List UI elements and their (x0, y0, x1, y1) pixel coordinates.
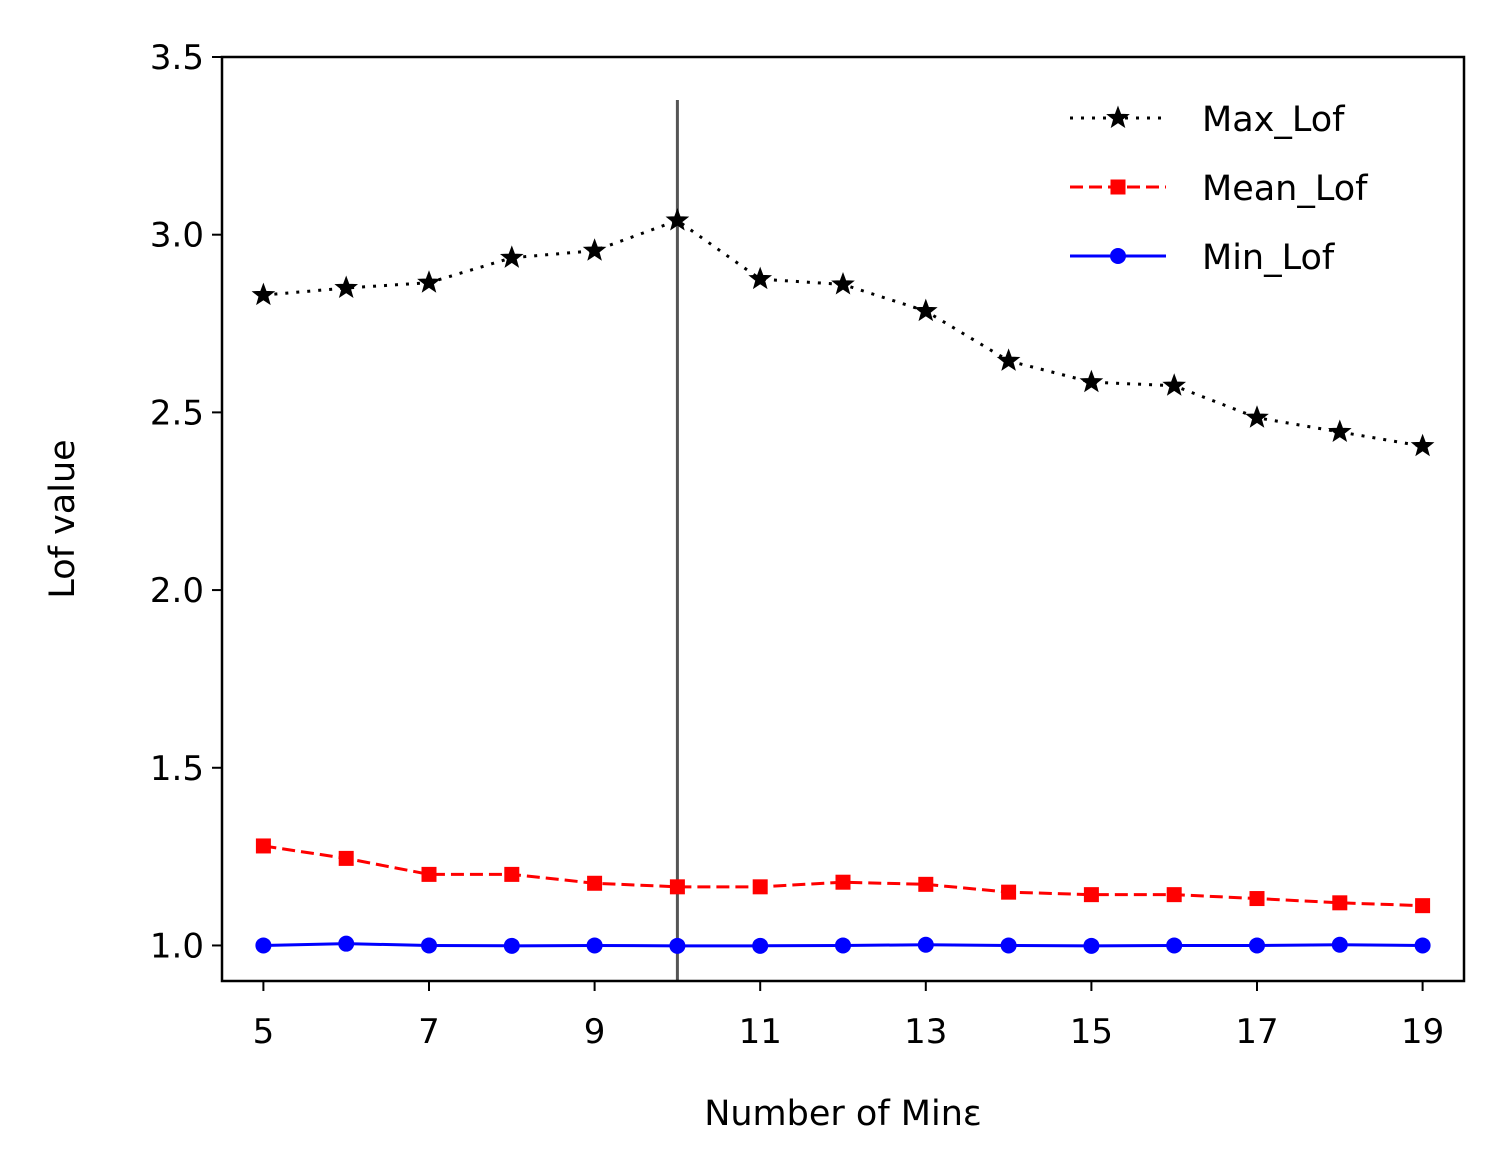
plot-background (222, 57, 1464, 981)
data-point-circle (421, 937, 437, 954)
data-point-circle (338, 935, 355, 952)
data-point-square (752, 879, 768, 895)
y-axis-ticks: 1.0 1.5 2.0 2.5 3.0 3.5 (150, 38, 222, 966)
data-point-square (1083, 887, 1099, 903)
plot-frame (220, 55, 1466, 983)
x-tick-label: 15 (1070, 1012, 1113, 1052)
data-point-square (835, 874, 851, 890)
legend-marker-star (1106, 105, 1130, 129)
data-point-star (748, 266, 773, 290)
x-tick-label: 19 (1401, 1012, 1444, 1052)
data-point-square (504, 866, 520, 882)
series-max-lof (251, 208, 1435, 457)
data-point-circle (1331, 936, 1348, 953)
data-point-star (1245, 405, 1269, 428)
data-point-star (1079, 369, 1104, 393)
data-point-circle (586, 937, 603, 954)
series-min-lof (255, 935, 1431, 954)
y-tick-label: 1.0 (150, 926, 204, 966)
y-tick-label: 3.0 (150, 216, 204, 256)
legend-entry: Min_Lof (1070, 238, 1335, 278)
y-tick-label: 2.0 (150, 571, 204, 611)
data-point-circle (669, 937, 686, 954)
series-mean-lof (255, 838, 1431, 914)
x-axis-label: Number of Minε (704, 1094, 982, 1134)
x-tick-label: 13 (904, 1012, 947, 1052)
y-axis-label: Lof value (43, 439, 83, 598)
data-point-square (255, 838, 271, 854)
data-point-circle (1414, 937, 1431, 954)
y-tick-label: 1.5 (150, 749, 204, 789)
data-point-square (338, 850, 354, 866)
data-point-square (669, 879, 685, 895)
data-point-square (918, 876, 934, 892)
data-point-square (587, 875, 603, 891)
data-point-circle (1166, 937, 1183, 954)
data-point-star (417, 270, 441, 293)
legend-entry: Mean_Lof (1070, 169, 1368, 209)
data-point-square (1249, 891, 1265, 907)
data-point-square (1332, 895, 1348, 911)
data-point-circle (752, 937, 769, 954)
data-point-circle (255, 937, 272, 954)
data-point-star (913, 298, 938, 322)
x-tick-label: 7 (418, 1012, 440, 1052)
y-tick-label: 2.5 (150, 393, 204, 433)
legend-entry: Max_Lof (1070, 100, 1345, 140)
data-point-circle (835, 937, 851, 954)
data-point-star (831, 272, 855, 295)
x-axis-ticks: 5 7 9 11 13 15 17 19 (253, 981, 1444, 1052)
data-point-square (1001, 884, 1017, 900)
data-point-square (421, 866, 437, 882)
data-point-circle (917, 936, 934, 953)
legend-marker-square (1110, 179, 1126, 195)
x-tick-label: 17 (1235, 1012, 1278, 1052)
data-point-star (499, 245, 524, 268)
data-point-star (251, 282, 276, 306)
y-tick-label: 3.5 (150, 38, 204, 78)
x-tick-label: 11 (739, 1012, 782, 1052)
data-point-star (1327, 419, 1352, 442)
x-tick-label: 5 (253, 1012, 275, 1052)
data-point-circle (503, 937, 520, 954)
legend-label: Mean_Lof (1202, 169, 1368, 209)
legend-marker-circle (1110, 248, 1126, 264)
data-point-circle (1083, 937, 1100, 954)
series-layer (251, 208, 1435, 954)
data-point-star (1162, 373, 1187, 396)
legend-label: Max_Lof (1202, 100, 1345, 140)
x-tick-label: 9 (584, 1012, 606, 1052)
data-point-circle (1249, 937, 1265, 954)
data-point-square (1166, 887, 1182, 903)
data-point-star (1410, 433, 1435, 457)
legend-label: Min_Lof (1202, 238, 1335, 278)
data-point-circle (1000, 937, 1017, 954)
data-point-square (1415, 898, 1431, 914)
data-point-star (334, 275, 359, 299)
data-point-star (665, 208, 690, 231)
data-point-star (996, 348, 1021, 371)
legend: Max_Lof Mean_Lof Min_Lof (1070, 100, 1368, 278)
data-point-star (582, 238, 607, 261)
